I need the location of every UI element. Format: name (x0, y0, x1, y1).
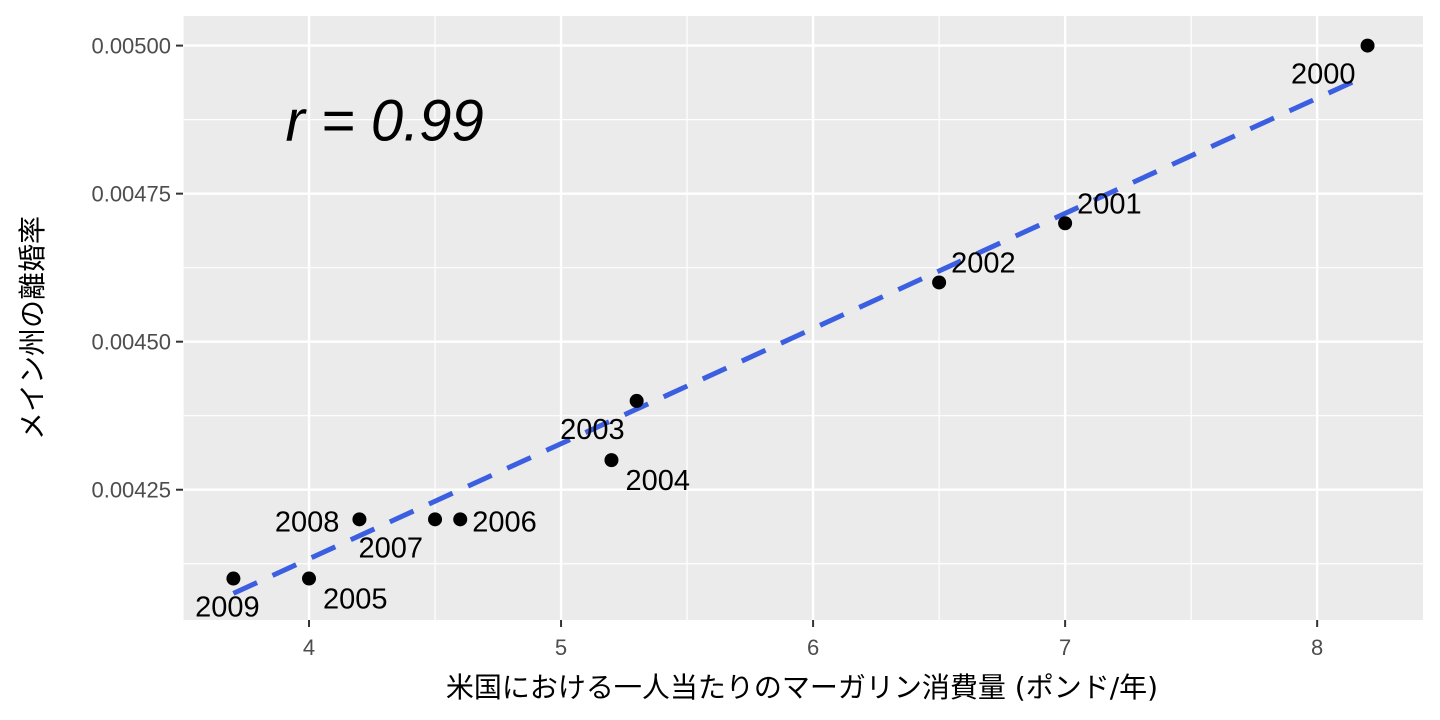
x-axis: 4 5 6 7 8 (303, 620, 1323, 660)
major-gridlines (183, 16, 1423, 620)
trendline (232, 72, 1369, 596)
y-axis: 0.00425 0.00450 0.00475 0.00500 (91, 34, 183, 503)
data-point-label: 2006 (472, 506, 537, 538)
y-tick-label: 0.00450 (91, 330, 171, 355)
x-tick-label: 5 (555, 635, 567, 660)
data-points (226, 38, 1375, 586)
data-point-label: 2007 (359, 532, 424, 564)
data-point-label: 2008 (275, 506, 340, 538)
data-point (932, 275, 947, 290)
data-point (302, 571, 317, 586)
data-point-label: 2009 (195, 592, 260, 624)
y-tick-label: 0.00500 (91, 34, 171, 59)
data-point-label: 2005 (323, 584, 388, 616)
data-point-label: 2001 (1077, 188, 1142, 220)
data-point (453, 512, 468, 527)
data-point (604, 453, 619, 468)
y-tick-label: 0.00425 (91, 478, 171, 503)
correlation-annotation: r = 0.99 (285, 89, 483, 154)
y-axis-title: メイン州の離婚率 (16, 216, 49, 440)
data-point-label: 2000 (1291, 59, 1356, 91)
x-tick-label: 8 (1311, 635, 1323, 660)
x-tick-label: 4 (303, 635, 315, 660)
x-tick-label: 7 (1059, 635, 1071, 660)
data-point-label: 2002 (951, 247, 1016, 279)
data-point-label: 2004 (625, 465, 690, 497)
data-point-label: 2003 (560, 414, 625, 446)
data-point (629, 393, 644, 408)
data-point (352, 512, 367, 527)
data-point (428, 512, 443, 527)
data-point (1360, 38, 1375, 53)
data-point (226, 571, 241, 586)
y-tick-label: 0.00475 (91, 182, 171, 207)
trendline-group (232, 72, 1369, 596)
data-point (1058, 216, 1073, 231)
x-tick-label: 6 (807, 635, 819, 660)
minor-gridlines (182, 16, 1423, 620)
x-axis-title: 米国における一人当たりのマーガリン消費量 (ポンド/年) (446, 671, 1158, 704)
